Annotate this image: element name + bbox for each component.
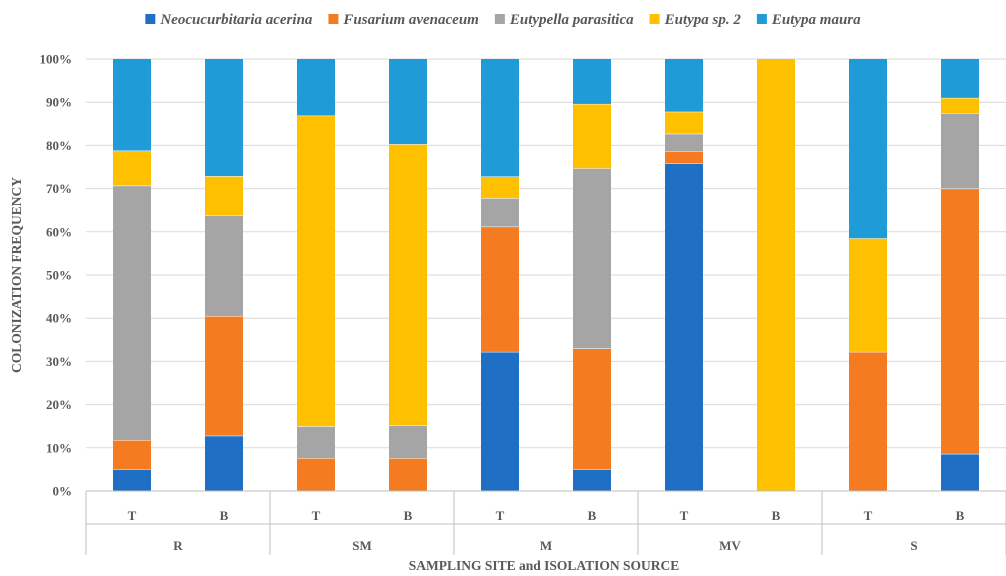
bar-segment [941, 188, 979, 454]
bar-segment [941, 59, 979, 98]
bar-segment [941, 453, 979, 491]
y-tick-label: 100% [40, 52, 73, 67]
bar-segment [113, 150, 151, 186]
y-tick-label: 30% [46, 354, 72, 369]
bar-segment [757, 59, 795, 491]
y-tick-label: 0% [53, 484, 73, 499]
x-tick-label: B [956, 508, 965, 523]
bar-segment [297, 59, 335, 116]
bar-segment [573, 103, 611, 169]
y-axis-ticks: 0% 10% 20% 30% 40% 50% 60% 70% 80% 90% 100% [40, 52, 73, 499]
legend-swatch [145, 14, 156, 24]
x-axis-title: SAMPLING SITE and ISOLATION SOURCE [409, 558, 680, 573]
y-tick-label: 70% [46, 181, 72, 196]
bar-segment [205, 435, 243, 491]
bar-segment [941, 97, 979, 114]
legend-label: Fusarium avenaceum [342, 12, 478, 28]
bar-segment [481, 59, 519, 177]
bar-segment [297, 458, 335, 491]
legend-label: Eutypa maura [771, 12, 861, 28]
legend-label: Eutypa sp. 2 [664, 12, 742, 28]
bars [113, 59, 979, 491]
bar-segment [665, 59, 703, 112]
bar-segment [849, 238, 887, 352]
bar-segment [205, 176, 243, 216]
bar-segment [113, 59, 151, 151]
group-label: S [910, 538, 917, 553]
bar-segment [205, 59, 243, 177]
group-label: M [540, 538, 552, 553]
bar-segment [389, 59, 427, 145]
y-tick-label: 40% [46, 311, 72, 326]
y-tick-label: 90% [46, 95, 72, 110]
x-tick-label: B [404, 508, 413, 523]
bar-segment [389, 458, 427, 491]
group-label: SM [352, 538, 372, 553]
bar-segment [389, 144, 427, 426]
bar-segment [665, 151, 703, 164]
bar-segment [849, 59, 887, 239]
bar-segment [665, 163, 703, 491]
legend-label: Neocucurbitaria acerina [159, 12, 313, 28]
x-tick-label: B [220, 508, 229, 523]
bar-segment [849, 351, 887, 491]
bar-segment [205, 215, 243, 317]
legend: Neocucurbitaria acerina Fusarium avenaceu… [145, 12, 861, 28]
bar-segment [113, 185, 151, 441]
y-tick-label: 10% [46, 440, 72, 455]
bar-segment [297, 115, 335, 427]
bar-segment [113, 469, 151, 491]
bar-segment [573, 59, 611, 104]
bar-segment [481, 198, 519, 227]
x-tick-label: T [128, 508, 137, 523]
legend-label: Eutypella parasitica [509, 12, 634, 28]
bar-segment [941, 113, 979, 189]
legend-swatch [649, 14, 660, 24]
x-tick-label: T [496, 508, 505, 523]
bar-segment [113, 440, 151, 470]
bar-segment [205, 316, 243, 436]
y-tick-label: 20% [46, 397, 72, 412]
y-tick-label: 60% [46, 224, 72, 239]
y-axis-title: COLONIZATION FREQUENCY [9, 177, 24, 373]
bar-segment [481, 226, 519, 352]
bar-segment [297, 426, 335, 459]
bar-segment [389, 425, 427, 459]
bar-segment [573, 348, 611, 470]
bar-segment [481, 351, 519, 491]
group-label: MV [719, 538, 741, 553]
legend-swatch [328, 14, 339, 24]
group-label: R [173, 538, 183, 553]
bar-segment [665, 111, 703, 134]
x-tick-label: T [680, 508, 689, 523]
x-tick-label: T [864, 508, 873, 523]
bar-segment [573, 469, 611, 491]
legend-swatch [494, 14, 505, 24]
x-tick-label: T [312, 508, 321, 523]
bar-segment [481, 176, 519, 199]
x-tick-label: B [588, 508, 597, 523]
y-tick-label: 80% [46, 138, 72, 153]
bar-segment [573, 168, 611, 349]
x-axis: T B T B T B T B T B R SM M MV S [85, 490, 1006, 555]
y-tick-label: 50% [46, 268, 72, 283]
x-tick-label: B [772, 508, 781, 523]
bar-segment [665, 133, 703, 152]
legend-swatch [756, 14, 767, 24]
